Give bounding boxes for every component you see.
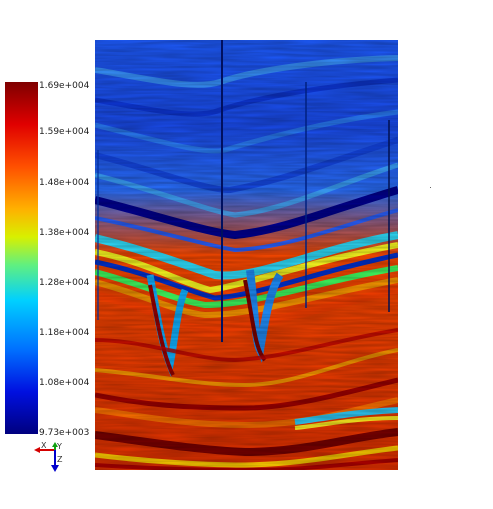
x-axis-label: X — [41, 441, 47, 450]
colorbar-tick-label: 1.28e+004 — [39, 278, 90, 288]
colorbar — [5, 82, 38, 434]
colorbar-tick-label: 9.73e+003 — [39, 428, 90, 438]
seismic-grain-overlay — [95, 40, 398, 470]
y-axis-label: Y — [56, 442, 62, 451]
seismic-section-image[interactable] — [95, 40, 398, 470]
axes-orientation-triad: X Y Z — [34, 441, 63, 472]
z-axis-label: Z — [57, 455, 63, 464]
colorbar-tick-label: 1.59e+004 — [39, 127, 90, 137]
colorbar-tick-label: 1.69e+004 — [39, 81, 90, 91]
x-axis-arrowhead — [34, 447, 40, 453]
viewport-artifact — [430, 187, 431, 188]
colorbar-tick-label: 1.48e+004 — [39, 178, 90, 188]
colorbar-tick-label: 1.38e+004 — [39, 228, 90, 238]
y-axis-arrowhead — [52, 442, 58, 447]
colorbar-tick-label: 1.18e+004 — [39, 328, 90, 338]
colorbar-tick-label: 1.08e+004 — [39, 378, 90, 388]
z-axis-arrowhead — [51, 465, 59, 472]
